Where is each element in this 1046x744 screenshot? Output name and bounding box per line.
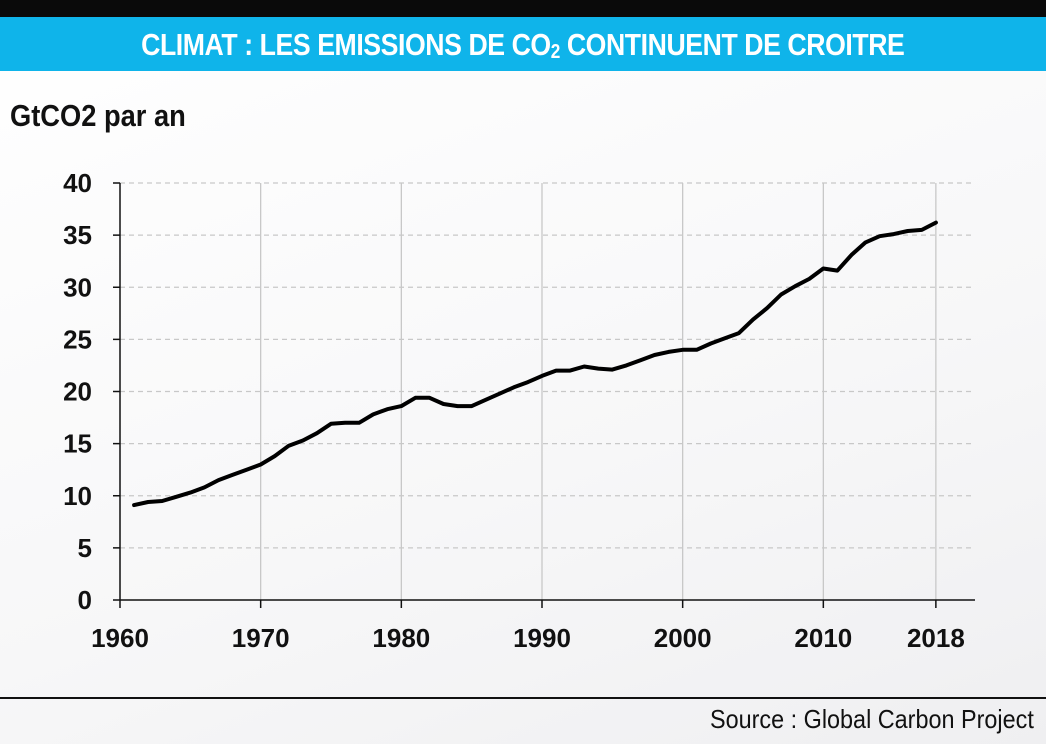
y-tick-label: 15 <box>63 429 92 459</box>
y-tick-label: 30 <box>63 272 92 302</box>
y-tick-label: 10 <box>63 481 92 511</box>
grid <box>120 182 975 600</box>
axes <box>113 182 975 608</box>
x-tick-label: 1990 <box>513 623 571 653</box>
emissions-series-line <box>132 220 938 508</box>
y-axis-unit-label: GtCO2 par an <box>10 98 186 133</box>
source-note: Source : Global Carbon Project <box>710 704 1034 734</box>
y-tick-label: 0 <box>78 585 92 615</box>
y-tick-label: 20 <box>63 377 92 407</box>
footer-rule <box>0 697 1046 699</box>
tick-labels: 0 5 10 15 20 25 30 35 40 1960 1970 1980 1990 2000 2010… <box>63 168 965 653</box>
top-bar <box>0 0 1046 17</box>
x-tick-label: 1960 <box>91 623 149 653</box>
emissions-line-chart: 0 5 10 15 20 25 30 35 40 1960 1970 1980 1990 2000 2010… <box>63 168 975 653</box>
y-tick-label: 25 <box>63 324 92 354</box>
x-tick-label: 1970 <box>232 623 290 653</box>
x-tick-label: 2010 <box>794 623 852 653</box>
page-title: CLIMAT : LES EMISSIONS DE CO2 CONTINUENT… <box>141 27 905 63</box>
y-tick-label: 40 <box>63 168 92 198</box>
x-tick-label: 2018 <box>907 623 965 653</box>
y-tick-label: 35 <box>63 220 92 250</box>
series <box>132 220 938 508</box>
title-banner: CLIMAT : LES EMISSIONS DE CO2 CONTINUENT… <box>0 17 1046 71</box>
x-tick-label: 2000 <box>654 623 712 653</box>
x-tick-label: 1980 <box>372 623 430 653</box>
y-tick-label: 5 <box>78 533 92 563</box>
